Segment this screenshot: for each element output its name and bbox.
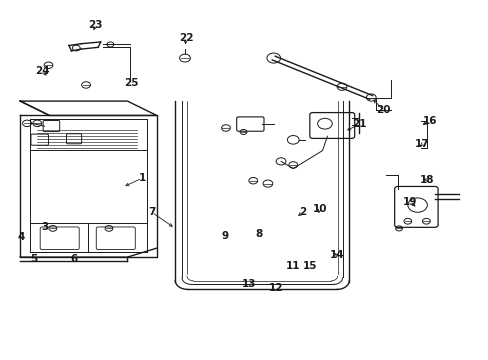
Text: 4: 4 bbox=[18, 232, 25, 242]
FancyBboxPatch shape bbox=[394, 186, 437, 227]
Text: 19: 19 bbox=[402, 197, 417, 207]
FancyBboxPatch shape bbox=[309, 113, 354, 138]
Text: 9: 9 bbox=[221, 231, 228, 240]
Text: 12: 12 bbox=[268, 283, 283, 293]
Text: 11: 11 bbox=[285, 261, 300, 271]
Text: 5: 5 bbox=[30, 254, 38, 264]
Text: 1: 1 bbox=[138, 173, 145, 183]
FancyBboxPatch shape bbox=[43, 121, 60, 132]
FancyBboxPatch shape bbox=[31, 134, 48, 145]
Text: 17: 17 bbox=[414, 139, 429, 149]
Text: 2: 2 bbox=[299, 207, 306, 217]
Text: 7: 7 bbox=[148, 207, 155, 217]
Text: 13: 13 bbox=[242, 279, 256, 289]
Text: 10: 10 bbox=[312, 204, 326, 214]
Text: 8: 8 bbox=[255, 229, 262, 239]
Text: 15: 15 bbox=[302, 261, 316, 271]
Text: 25: 25 bbox=[124, 78, 138, 88]
Text: 14: 14 bbox=[329, 250, 344, 260]
FancyBboxPatch shape bbox=[236, 117, 264, 131]
Text: 22: 22 bbox=[179, 33, 193, 43]
Text: 6: 6 bbox=[70, 254, 77, 264]
FancyBboxPatch shape bbox=[96, 227, 135, 249]
Text: 24: 24 bbox=[35, 66, 49, 76]
Text: 21: 21 bbox=[351, 120, 366, 129]
Text: 20: 20 bbox=[375, 105, 390, 115]
FancyBboxPatch shape bbox=[66, 134, 81, 144]
Text: 3: 3 bbox=[41, 222, 48, 231]
Text: 23: 23 bbox=[88, 20, 103, 30]
FancyBboxPatch shape bbox=[40, 227, 79, 249]
Text: 16: 16 bbox=[422, 116, 436, 126]
Text: 18: 18 bbox=[419, 175, 434, 185]
